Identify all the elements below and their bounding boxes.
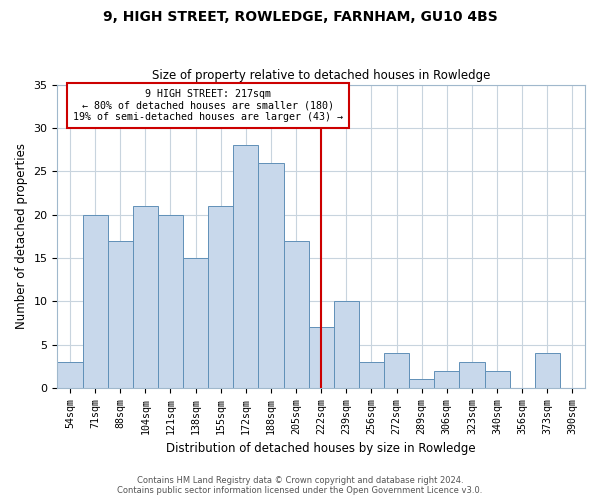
Bar (409, 380, 434, 388)
Y-axis label: Number of detached properties: Number of detached properties (15, 143, 28, 329)
Bar (434, 370, 460, 388)
Bar (58, 362, 83, 388)
Bar (183, 258, 208, 388)
Bar (308, 328, 334, 388)
Bar (107, 240, 133, 388)
Bar (535, 354, 560, 388)
Text: Contains HM Land Registry data © Crown copyright and database right 2024.
Contai: Contains HM Land Registry data © Crown c… (118, 476, 482, 495)
Bar (233, 145, 259, 388)
Bar (359, 362, 384, 388)
Bar (259, 162, 284, 388)
Text: 9 HIGH STREET: 217sqm
← 80% of detached houses are smaller (180)
19% of semi-det: 9 HIGH STREET: 217sqm ← 80% of detached … (73, 89, 343, 122)
Bar (83, 214, 107, 388)
Bar (133, 206, 158, 388)
Bar (485, 370, 509, 388)
Bar (334, 302, 359, 388)
Text: 9, HIGH STREET, ROWLEDGE, FARNHAM, GU10 4BS: 9, HIGH STREET, ROWLEDGE, FARNHAM, GU10 … (103, 10, 497, 24)
Bar (384, 354, 409, 388)
Bar (208, 206, 233, 388)
X-axis label: Distribution of detached houses by size in Rowledge: Distribution of detached houses by size … (166, 442, 476, 455)
Bar (284, 240, 308, 388)
Bar (158, 214, 183, 388)
Title: Size of property relative to detached houses in Rowledge: Size of property relative to detached ho… (152, 69, 490, 82)
Bar (460, 362, 485, 388)
